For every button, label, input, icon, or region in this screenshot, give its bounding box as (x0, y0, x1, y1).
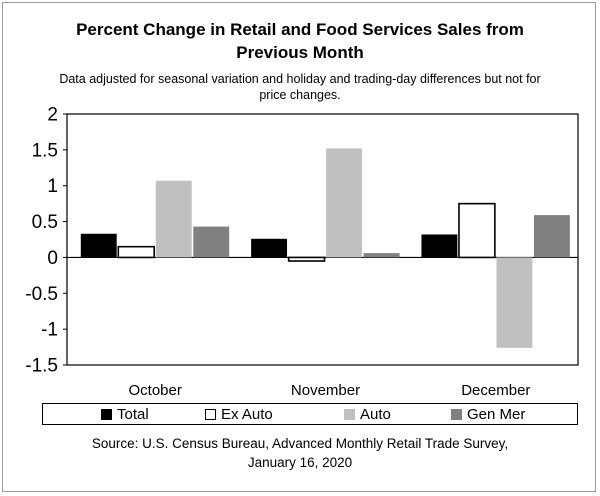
legend-item-gen-mer: Gen Mer (451, 406, 525, 423)
legend-label-auto: Auto (360, 406, 391, 423)
legend-swatch-gen-mer (451, 409, 462, 420)
bar-auto-december (496, 257, 533, 348)
chart-title: Percent Change in Retail and Food Servic… (0, 18, 600, 64)
bar-total-november (251, 238, 288, 258)
y-tick-label: 1.5 (32, 140, 58, 161)
bar-total-december (421, 234, 458, 258)
legend-swatch-total (101, 409, 112, 420)
bar-ex-auto-october (117, 245, 156, 259)
x-axis-labels: October November December (128, 382, 530, 399)
y-tick-label: 0.5 (32, 212, 58, 233)
y-tick-label: 1 (47, 176, 58, 197)
x-tick-label: December (461, 382, 530, 399)
legend-swatch-ex-auto (205, 409, 216, 420)
legend-item-total: Total (101, 406, 149, 423)
bars (80, 148, 570, 348)
legend-label-ex-auto: Ex Auto (221, 406, 273, 423)
title-line-2: Previous Month (236, 43, 364, 62)
y-tick-label: 2 (47, 105, 58, 126)
subtitle-line-2: price changes. (259, 88, 341, 102)
bar-gen-mer-november (363, 253, 400, 258)
bar-gen-mer-december (533, 215, 570, 258)
bar-ex-auto-december (458, 202, 496, 259)
legend-item-auto: Auto (344, 406, 391, 423)
y-tick-label: -1 (41, 320, 58, 341)
legend-swatch-auto (344, 409, 355, 420)
chart-subtitle: Data adjusted for seasonal variation and… (20, 71, 580, 103)
x-tick-label: October (128, 382, 181, 399)
x-tick-label: November (291, 382, 360, 399)
legend-label-gen-mer: Gen Mer (467, 406, 526, 423)
legend-item-ex-auto: Ex Auto (205, 406, 273, 423)
bar-auto-october (155, 180, 192, 258)
source-line-2: January 16, 2020 (247, 455, 353, 470)
bar-auto-november (326, 148, 363, 258)
legend: Total Ex Auto Auto Gen Mer (42, 403, 578, 425)
subtitle-line-1: Data adjusted for seasonal variation and… (59, 72, 541, 86)
y-tick-label: 0 (47, 248, 58, 269)
source-note: Source: U.S. Census Bureau, Advanced Mon… (20, 434, 580, 472)
title-line-1: Percent Change in Retail and Food Servic… (76, 20, 524, 39)
y-tick-label: -0.5 (25, 284, 58, 305)
bar-gen-mer-october (193, 226, 230, 258)
legend-label-total: Total (117, 406, 149, 423)
source-line-1: Source: U.S. Census Bureau, Advanced Mon… (91, 436, 509, 451)
bar-ex-auto-november (287, 256, 326, 262)
y-tick-label: -1.5 (25, 356, 58, 377)
bar-total-october (80, 233, 117, 258)
